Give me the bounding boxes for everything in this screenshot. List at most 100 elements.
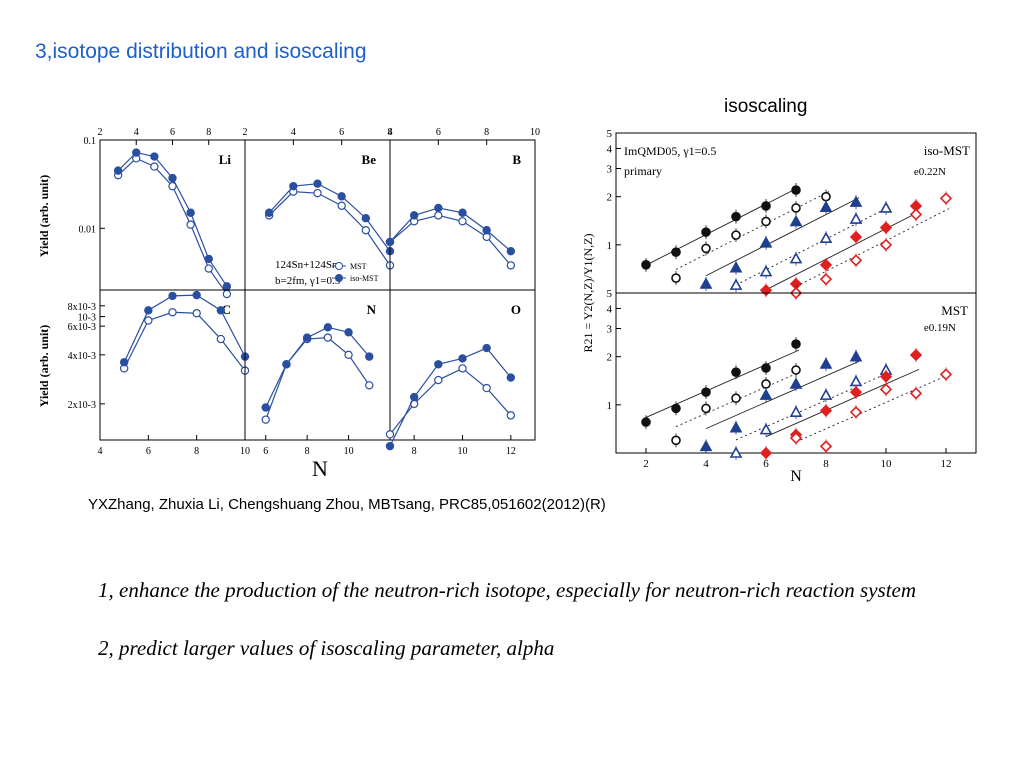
data-point-circle	[791, 203, 801, 213]
heading-crop	[700, 117, 860, 125]
data-point-diamond	[789, 431, 803, 445]
data-point-iso-mst	[192, 290, 201, 300]
y-tick-label: 0.1	[84, 136, 97, 147]
data-point-triangle	[789, 377, 803, 389]
data-point-mst	[261, 415, 270, 424]
data-point-iso-mst	[264, 208, 274, 217]
bullet-item-1: 1, enhance the production of the neutron…	[98, 578, 917, 602]
y-tick-label: 2	[607, 192, 613, 204]
data-point-diamond	[849, 254, 863, 267]
y-tick-label: 1	[607, 240, 613, 252]
y-tick-label: 8x10-3	[68, 302, 96, 313]
data-point-triangle	[849, 350, 863, 362]
data-point-diamond	[849, 386, 863, 399]
panel-frame	[615, 292, 977, 454]
x-tick-label: 4	[134, 127, 139, 138]
data-point-mst	[192, 309, 201, 318]
data-point-diamond	[939, 192, 953, 205]
data-point-mst	[506, 261, 516, 270]
data-point-iso-mst	[168, 291, 177, 301]
data-point-iso-mst	[144, 306, 153, 315]
x-tick-label: 2	[98, 127, 103, 138]
data-point-diamond	[849, 230, 863, 244]
series-line-iso-mst	[265, 326, 370, 408]
data-point-circle	[761, 216, 771, 227]
x-tick-label: 6	[170, 127, 175, 138]
data-point-iso-mst	[216, 306, 226, 315]
x-tick-label: 4	[703, 458, 709, 470]
legend-marker	[335, 262, 343, 270]
data-point-triangle	[849, 212, 863, 224]
data-point-triangle	[789, 251, 803, 264]
x-tick-label: 8	[484, 127, 489, 138]
data-point-triangle	[759, 422, 773, 435]
data-point-mst	[385, 430, 395, 439]
series-line-mst	[389, 214, 512, 266]
data-point-triangle	[819, 231, 833, 244]
data-point-circle	[641, 417, 651, 427]
panel-element-label: N	[367, 302, 377, 317]
data-point-triangle	[819, 357, 833, 369]
fit-line	[735, 206, 890, 286]
data-point-circle	[701, 227, 711, 237]
data-point-mst	[506, 411, 516, 420]
data-point-circle	[821, 191, 831, 202]
data-point-iso-mst	[289, 181, 298, 191]
series-line-iso-mst	[389, 207, 512, 252]
data-point-triangle	[759, 236, 773, 248]
panel-element-label: C	[222, 302, 231, 317]
y-axis-label-bottom: Yield (arb. unit)	[37, 325, 51, 408]
panel-element-label: B	[512, 152, 521, 167]
data-point-triangle	[819, 388, 833, 400]
data-point-circle	[731, 230, 741, 240]
data-point-mst	[186, 220, 195, 229]
data-point-iso-mst	[302, 333, 312, 342]
x-tick-label: 8	[412, 446, 417, 457]
data-point-mst	[344, 350, 353, 360]
data-point-circle	[791, 365, 801, 375]
slide-title: 3,isotope distribution and isoscaling	[35, 40, 367, 63]
data-point-diamond	[909, 387, 923, 400]
data-point-mst	[323, 333, 333, 342]
data-point-circle	[701, 243, 711, 254]
data-point-triangle	[729, 261, 743, 273]
x-tick-label: 4	[388, 127, 393, 138]
x-tick-label: 10	[344, 446, 354, 457]
x-tick-label: 12	[941, 458, 952, 470]
data-point-circle	[761, 379, 771, 389]
data-point-mst	[458, 364, 467, 373]
data-point-iso-mst	[344, 328, 353, 337]
mst-label: MST	[941, 303, 968, 318]
y-tick-label: 6x10-3	[68, 322, 96, 333]
data-point-triangle	[759, 264, 773, 277]
series-line-iso-mst	[389, 347, 512, 447]
series-line-mst	[268, 191, 391, 266]
data-point-circle	[761, 201, 771, 211]
data-point-circle	[791, 339, 801, 349]
data-point-mst	[150, 162, 159, 171]
y-tick-label: 5	[607, 128, 613, 140]
data-point-triangle	[849, 195, 863, 207]
panel-element-label: Li	[219, 152, 232, 167]
fit-line	[765, 211, 920, 291]
citation: YXZhang, Zhuxia Li, Chengshuang Zhou, MB…	[88, 496, 606, 513]
y-tick-label: 10-3	[78, 313, 96, 324]
data-point-mst	[337, 201, 346, 210]
data-point-mst	[482, 383, 491, 393]
data-point-iso-mst	[365, 352, 374, 361]
y-tick-label: 0.01	[79, 224, 97, 235]
isoscaling-heading: isoscaling	[724, 96, 808, 117]
fit-line	[675, 372, 800, 428]
series-line-mst	[265, 337, 370, 420]
isoscaling-figure: R21 = Y2(N,Z)/Y1(N,Z) N 2 4 6 8 10 12 5 4 3 2 1 5 4 3 2 1…	[581, 128, 977, 485]
y-tick-label: 2x10-3	[68, 400, 96, 411]
iso-mst-label: iso-MST	[924, 143, 970, 158]
data-point-iso-mst	[361, 214, 371, 223]
data-point-iso-mst	[434, 360, 443, 369]
x-tick-label: 2	[643, 458, 649, 470]
data-point-circle	[791, 185, 801, 195]
series-line-iso-mst	[123, 294, 246, 363]
series-line-iso-mst	[268, 183, 391, 252]
data-point-triangle	[699, 439, 713, 452]
data-point-iso-mst	[222, 282, 232, 291]
